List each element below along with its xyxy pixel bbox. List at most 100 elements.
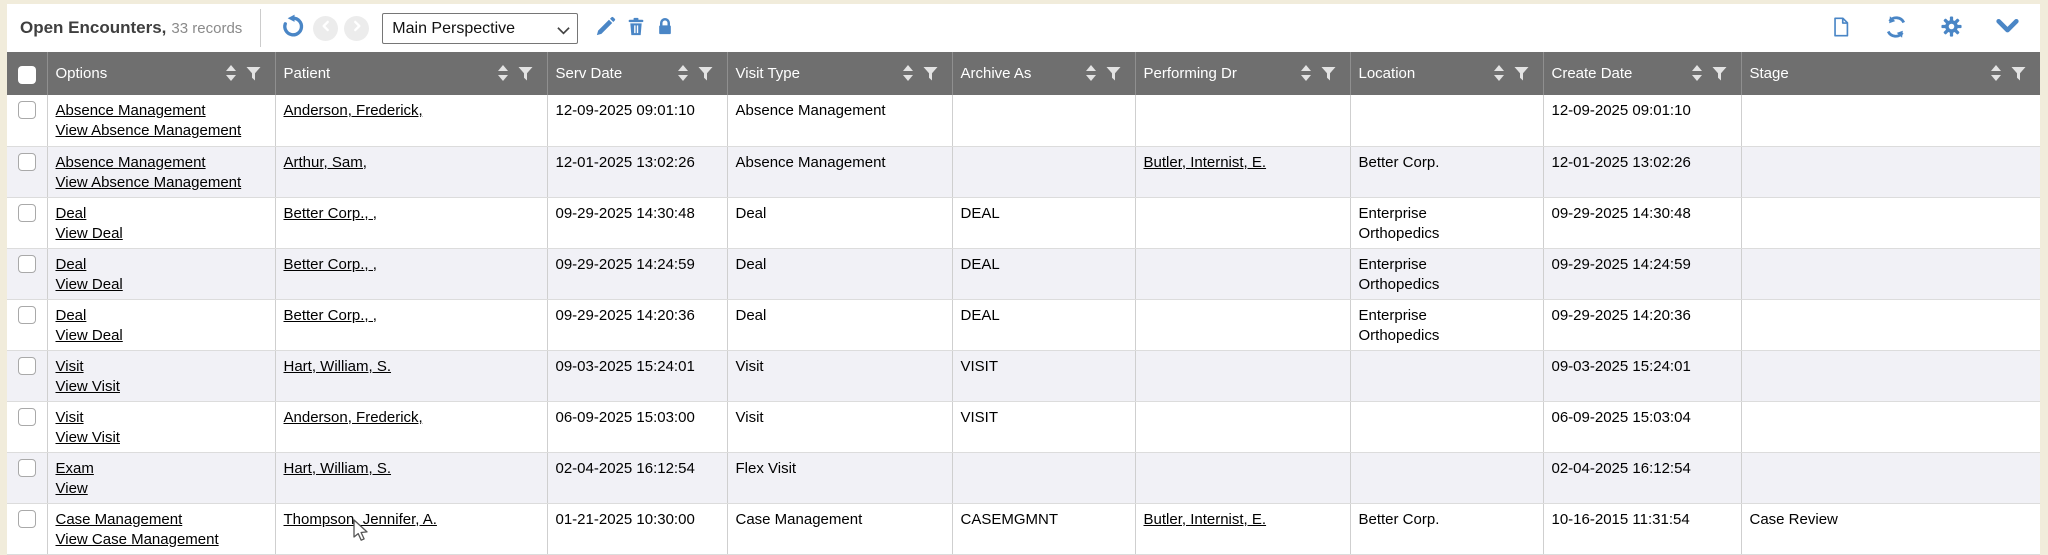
options-link[interactable]: View Visit — [55, 428, 120, 446]
patient-link[interactable]: Better Corp., , — [283, 306, 377, 324]
cell-patient: Better Corp., , — [275, 248, 548, 300]
filter-icon[interactable] — [1712, 66, 1727, 81]
filter-icon[interactable] — [518, 66, 533, 81]
cell-visit-type: Deal — [727, 299, 953, 351]
row-checkbox[interactable] — [17, 101, 36, 119]
options-link[interactable]: Deal — [55, 204, 87, 222]
options-link[interactable]: View Deal — [55, 275, 123, 293]
delete-perspective-button[interactable] — [625, 15, 647, 41]
performing-dr-link[interactable]: Butler, Internist, E. — [1143, 153, 1267, 171]
sort-icon[interactable] — [497, 65, 509, 82]
options-link[interactable]: View Case Management — [55, 530, 219, 548]
options-link[interactable]: Case Management — [55, 510, 183, 528]
sort-icon[interactable] — [1300, 65, 1312, 82]
filter-icon[interactable] — [698, 66, 713, 81]
select-all-checkbox[interactable] — [17, 65, 36, 84]
cell-location: Better Corp. — [1350, 503, 1544, 555]
pencil-icon — [594, 15, 617, 41]
cell-stage — [1741, 146, 2040, 198]
next-button[interactable] — [344, 15, 370, 41]
lock-perspective-button[interactable] — [655, 15, 675, 41]
column-header-stage[interactable]: Stage — [1741, 52, 2040, 95]
filter-icon[interactable] — [2011, 66, 2026, 81]
sort-icon[interactable] — [1691, 65, 1703, 82]
row-checkbox[interactable] — [17, 407, 36, 426]
patient-link[interactable]: Anderson, Frederick, — [283, 408, 423, 426]
cell-options: Exam View — [47, 452, 276, 504]
sort-icon[interactable] — [677, 65, 689, 82]
patient-link[interactable]: Hart, William, S. — [283, 357, 392, 375]
new-document-button[interactable] — [1830, 15, 1852, 42]
cell-performing-dr — [1135, 350, 1351, 402]
column-header-archive_as[interactable]: Archive As — [952, 52, 1136, 95]
prev-button[interactable] — [313, 15, 339, 41]
options-link[interactable]: Absence Management — [55, 153, 206, 171]
row-checkbox[interactable] — [17, 458, 36, 477]
settings-button[interactable] — [1940, 15, 1963, 41]
select-all-header[interactable] — [7, 52, 48, 95]
filter-icon[interactable] — [1514, 66, 1529, 81]
options-link[interactable]: View — [55, 479, 88, 497]
options-link[interactable]: Visit — [55, 357, 84, 375]
filter-icon[interactable] — [923, 66, 938, 81]
options-link[interactable]: View Deal — [55, 224, 123, 242]
column-header-options[interactable]: Options — [47, 52, 276, 95]
filter-icon[interactable] — [1106, 66, 1121, 81]
row-checkbox[interactable] — [17, 509, 36, 528]
cell-select — [7, 401, 48, 453]
column-label: Performing Dr — [1143, 65, 1237, 82]
row-checkbox[interactable] — [17, 203, 36, 222]
patient-link[interactable]: Arthur, Sam, — [283, 153, 367, 171]
column-header-patient[interactable]: Patient — [275, 52, 548, 95]
options-link[interactable]: Absence Management — [55, 102, 206, 119]
undo-button[interactable] — [281, 14, 306, 42]
column-header-create_date[interactable]: Create Date — [1543, 52, 1742, 95]
cell-patient: Better Corp., , — [275, 299, 548, 351]
cell-select — [7, 452, 48, 504]
row-checkbox[interactable] — [17, 356, 36, 375]
row-checkbox[interactable] — [17, 254, 36, 273]
options-link[interactable]: Exam — [55, 459, 94, 477]
options-link[interactable]: Deal — [55, 306, 87, 324]
options-link[interactable]: Deal — [55, 255, 87, 273]
sort-icon[interactable] — [1493, 65, 1505, 82]
cell-patient: Better Corp., , — [275, 197, 548, 249]
options-link[interactable]: Visit — [55, 408, 84, 426]
patient-link[interactable]: Anderson, Frederick, — [283, 102, 423, 119]
cell-visit-type: Flex Visit — [727, 452, 953, 504]
cell-location: Better Corp. — [1350, 146, 1544, 198]
patient-link[interactable]: Better Corp., , — [283, 204, 377, 222]
column-header-serv_date[interactable]: Serv Date — [547, 52, 728, 95]
patient-link[interactable]: Better Corp., , — [283, 255, 377, 273]
column-header-visit_type[interactable]: Visit Type — [727, 52, 953, 95]
cell-patient: Anderson, Frederick, — [275, 95, 548, 147]
refresh-button[interactable] — [1884, 15, 1908, 42]
cell-stage: Case Review — [1741, 503, 2040, 555]
filter-icon[interactable] — [246, 66, 261, 81]
options-link[interactable]: View Absence Management — [55, 122, 242, 139]
perspective-select[interactable]: Main Perspective — [382, 12, 579, 44]
sort-icon[interactable] — [1990, 65, 2002, 82]
options-link[interactable]: View Deal — [55, 326, 123, 344]
row-checkbox[interactable] — [17, 152, 36, 171]
cell-serv-date: 12-09-2025 09:01:10 — [547, 95, 728, 147]
cell-options: Deal View Deal — [47, 299, 276, 351]
edit-perspective-button[interactable] — [594, 15, 617, 41]
collapse-button[interactable] — [1995, 17, 2020, 39]
cell-location — [1350, 401, 1544, 453]
chevron-left-icon — [319, 19, 333, 38]
sort-icon[interactable] — [225, 65, 237, 82]
filter-icon[interactable] — [1321, 66, 1336, 81]
column-header-location[interactable]: Location — [1350, 52, 1544, 95]
column-header-performing_dr[interactable]: Performing Dr — [1135, 52, 1351, 95]
row-checkbox[interactable] — [17, 305, 36, 324]
performing-dr-link[interactable]: Butler, Internist, E. — [1143, 510, 1267, 528]
patient-link[interactable]: Hart, William, S. — [283, 459, 392, 477]
patient-link[interactable]: Thompson, Jennifer, A. — [283, 510, 437, 528]
sort-icon[interactable] — [1085, 65, 1097, 82]
options-link[interactable]: View Absence Management — [55, 173, 242, 191]
options-link[interactable]: View Visit — [55, 377, 120, 395]
cell-visit-type: Deal — [727, 197, 953, 249]
cell-options: Visit View Visit — [47, 350, 276, 402]
sort-icon[interactable] — [902, 65, 914, 82]
